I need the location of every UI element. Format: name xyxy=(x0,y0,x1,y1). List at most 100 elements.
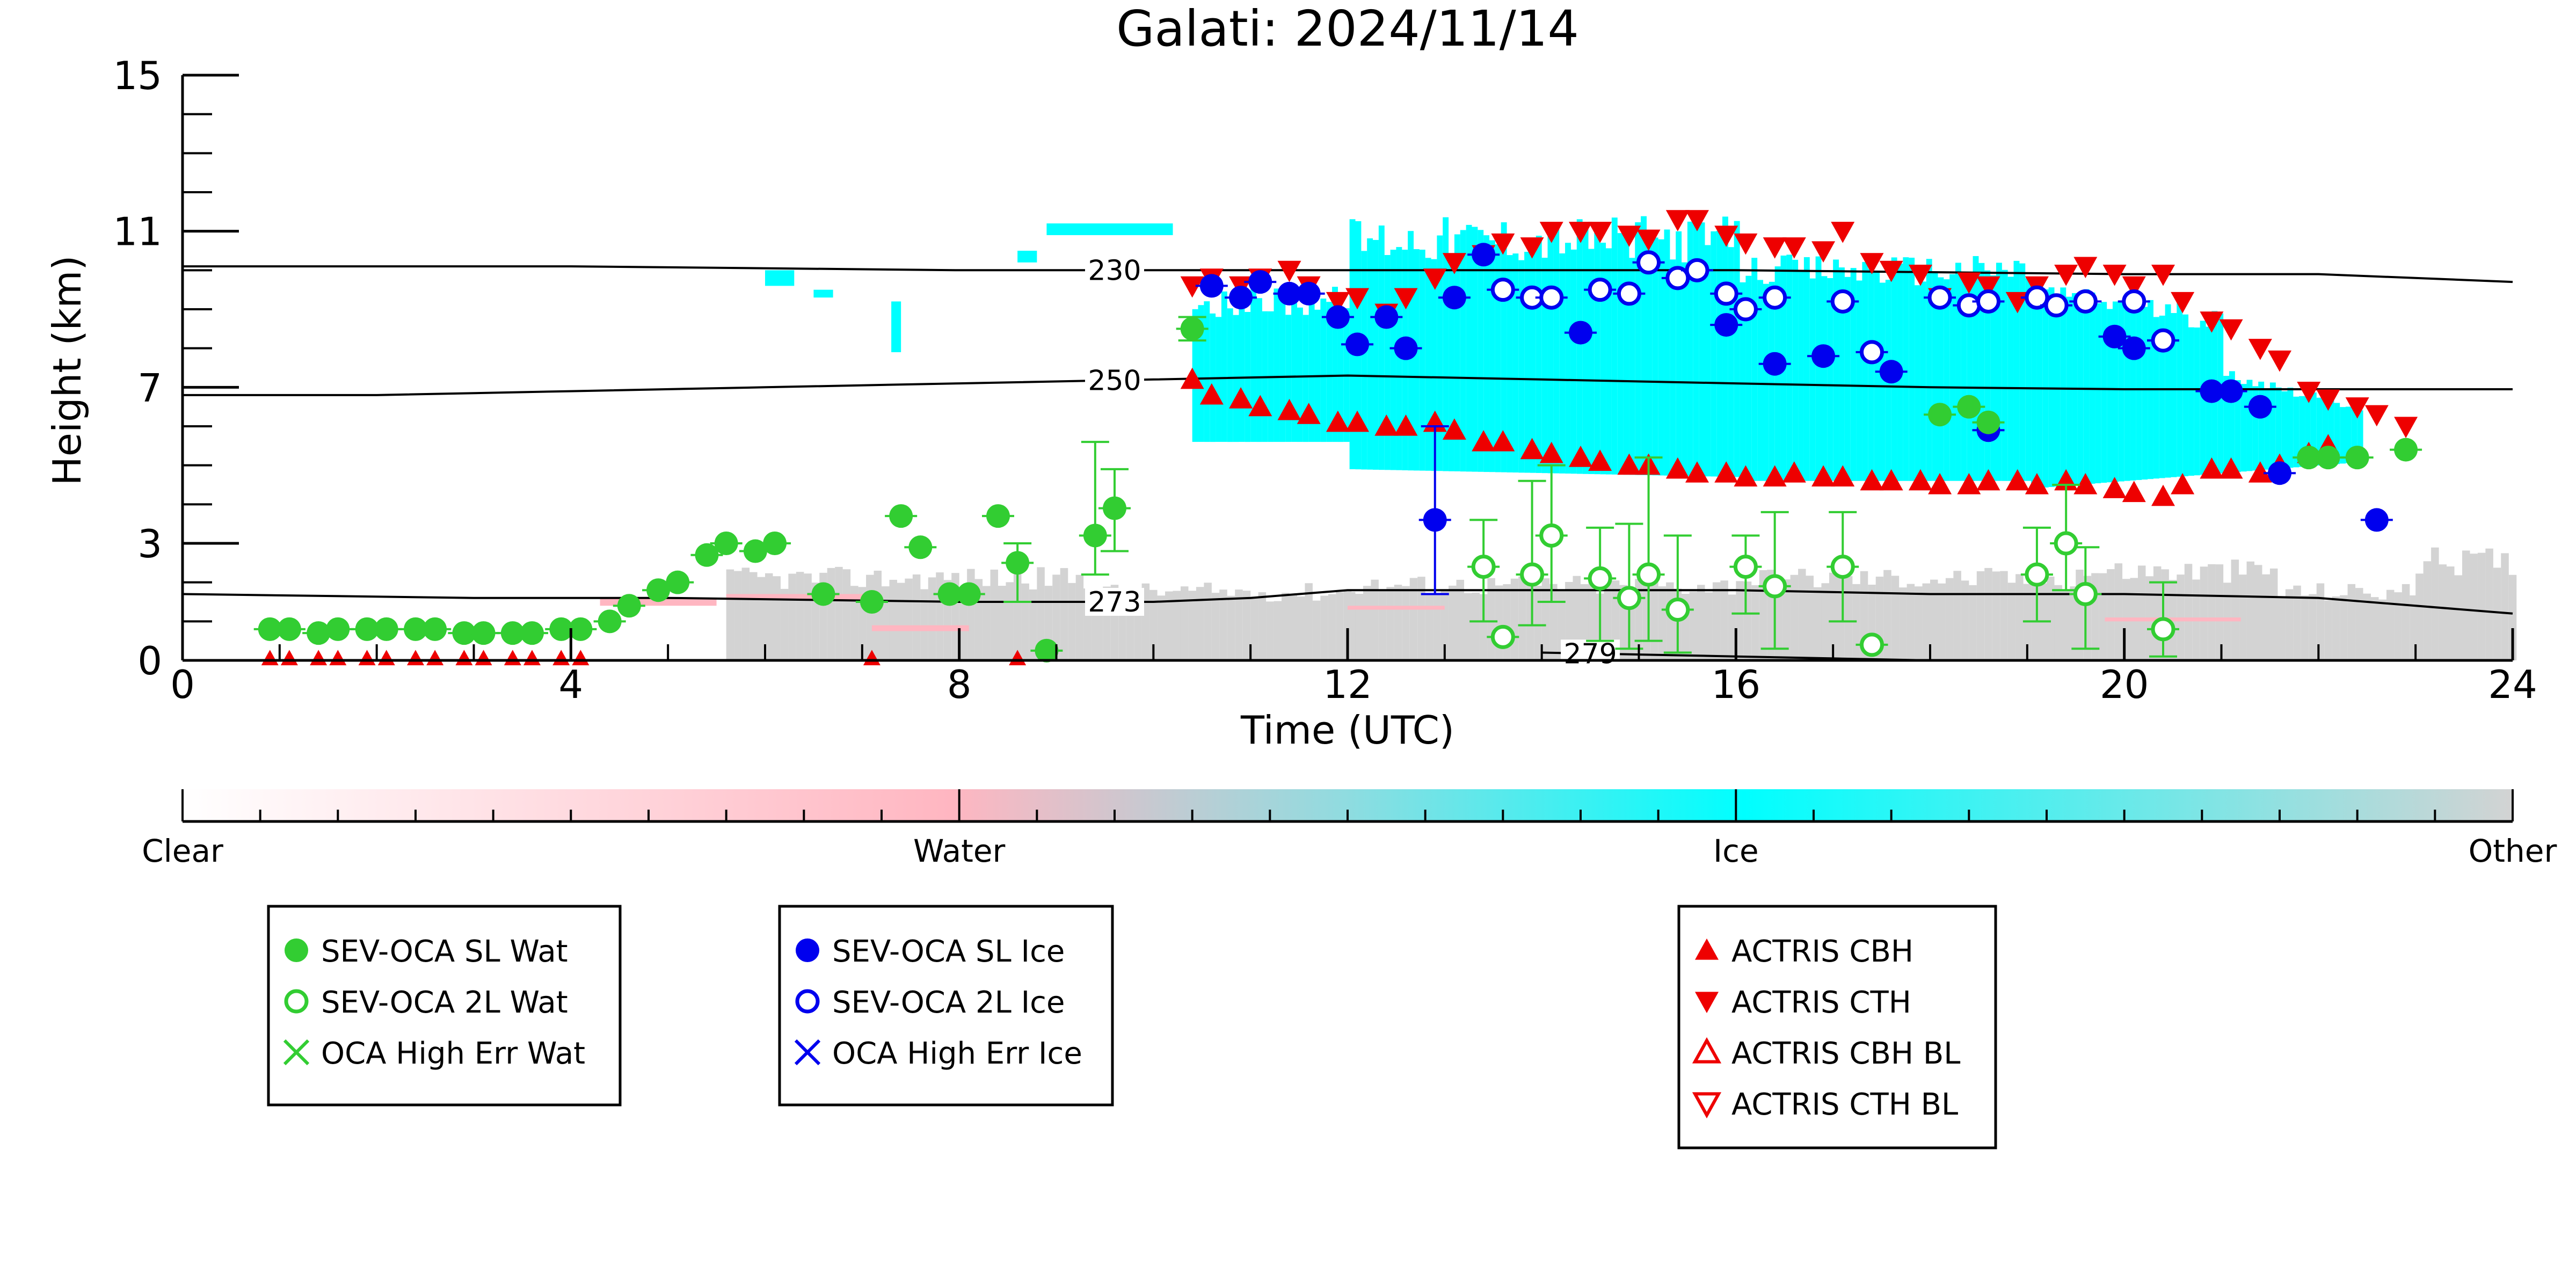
data-point-sev-oca-sl-ice xyxy=(1811,344,1836,368)
data-point-sev-oca-sl-wat xyxy=(1957,395,1981,419)
data-point-sev-oca-sl-ice xyxy=(2364,508,2389,532)
contour-line-230 xyxy=(183,265,2513,283)
ground-cbh-marker xyxy=(310,650,328,666)
data-point-actris-cth xyxy=(1811,241,1836,263)
data-point-sev-oca-2l-wat xyxy=(1830,555,1855,579)
data-point-sev-oca-sl-ice xyxy=(1423,508,1447,532)
contour-line-250 xyxy=(183,374,2513,396)
plot-axes: 0 4 8 12 16 20 24 0 3 7 11 15 xyxy=(113,53,2537,707)
x-tick-label: 0 xyxy=(170,662,195,707)
data-point-actris-cbh xyxy=(2219,457,2243,479)
data-point-sev-oca-sl-ice xyxy=(1714,313,1738,337)
legend-box xyxy=(1677,905,1997,1149)
data-point-sev-oca-sl-wat xyxy=(2394,438,2418,462)
data-point-sev-oca-2l-ice xyxy=(1927,285,1952,310)
x-tick-label: 20 xyxy=(2100,662,2149,707)
legend-label: OCA High Err Wat xyxy=(321,1036,585,1071)
contour-label-250: 250 xyxy=(1088,365,1141,397)
data-point-actris-cth xyxy=(1394,288,1418,310)
data-point-actris-cbh xyxy=(1879,469,1903,491)
data-point-sev-oca-sl-wat xyxy=(520,621,544,645)
data-point-sev-oca-2l-wat xyxy=(1539,523,1564,548)
data-point-sev-oca-sl-ice xyxy=(2102,324,2127,348)
data-point-sev-oca-sl-wat xyxy=(1180,317,1204,341)
x-tick-label: 8 xyxy=(947,662,972,707)
data-point-actris-cbh xyxy=(1860,469,1884,491)
data-point-sev-oca-2l-wat xyxy=(1860,632,1884,657)
data-point-actris-cbh xyxy=(1685,461,1709,483)
data-point-actris-cth xyxy=(2268,350,2291,372)
data-point-sev-oca-2l-ice xyxy=(1490,278,1515,302)
ground-cbh-marker xyxy=(358,650,376,666)
data-point-sev-oca-sl-wat xyxy=(2345,446,2369,470)
data-point-sev-oca-sl-wat xyxy=(743,539,767,563)
data-point-sev-oca-sl-wat xyxy=(889,504,913,528)
data-point-sev-oca-2l-wat xyxy=(1490,624,1515,649)
data-point-sev-oca-sl-wat xyxy=(326,617,350,641)
contour-line-273 xyxy=(182,589,2513,615)
data-point-actris-cth xyxy=(1879,260,1903,282)
data-point-sev-oca-sl-wat xyxy=(569,617,593,641)
data-point-actris-cbh xyxy=(1326,410,1350,432)
data-point-sev-oca-sl-ice xyxy=(2200,379,2224,403)
data-point-actris-cth xyxy=(2102,265,2127,286)
y-axis-label: Height (km) xyxy=(45,256,90,486)
data-point-actris-cth xyxy=(2171,292,2195,314)
data-point-actris-cth xyxy=(1763,237,1787,259)
data-point-actris-cbh xyxy=(1734,465,1758,487)
data-point-sev-oca-sl-wat xyxy=(404,617,427,641)
data-point-actris-cth xyxy=(2151,265,2175,286)
data-point-sev-oca-sl-wat xyxy=(1103,496,1126,520)
data-point-sev-oca-sl-ice xyxy=(1199,274,1224,298)
legend-marker xyxy=(285,938,308,962)
data-point-actris-cth xyxy=(1617,225,1641,247)
data-point-sev-oca-sl-ice xyxy=(1277,281,1301,305)
data-point-actris-cth xyxy=(1636,229,1661,251)
data-point-actris-cth xyxy=(2073,257,2098,279)
data-point-sev-oca-sl-wat xyxy=(452,621,476,645)
data-point-actris-cth xyxy=(2248,339,2272,360)
ground-cbh-marker xyxy=(504,650,521,666)
legend-marker xyxy=(284,989,309,1014)
data-point-sev-oca-sl-wat xyxy=(1976,410,2000,434)
temperature-contours: 230 250 273 279 xyxy=(182,254,2513,670)
data-point-sev-oca-sl-wat xyxy=(1928,403,1952,427)
data-point-actris-cth xyxy=(1714,225,1738,247)
data-point-actris-cbh xyxy=(2102,477,2127,498)
x-axis-label: Time (UTC) xyxy=(1240,708,1454,753)
data-point-sev-oca-2l-wat xyxy=(2151,617,2175,642)
data-point-actris-cbh xyxy=(1520,438,1544,460)
data-point-sev-oca-2l-wat xyxy=(1520,562,1545,587)
data-point-actris-cth xyxy=(1569,222,1592,243)
legend-marker xyxy=(1695,938,1719,960)
data-point-sev-oca-sl-ice xyxy=(1879,360,1903,384)
data-point-sev-oca-sl-wat xyxy=(986,504,1010,528)
data-point-actris-cbh xyxy=(2200,457,2224,479)
data-point-sev-oca-2l-ice xyxy=(1763,285,1787,310)
data-point-sev-oca-2l-ice xyxy=(1733,297,1758,322)
x-tick-label: 16 xyxy=(1712,662,1761,707)
data-point-sev-oca-sl-ice xyxy=(2219,379,2243,403)
data-point-sev-oca-sl-ice xyxy=(1374,305,1399,329)
data-point-sev-oca-sl-ice xyxy=(1763,352,1787,376)
x-tick-label: 12 xyxy=(1323,662,1372,707)
ground-cbh-marker xyxy=(280,650,298,666)
data-point-actris-cbh xyxy=(1297,403,1321,424)
legend-boxes: SEV-OCA SL Wat SEV-OCA 2L Wat OCA High Err… xyxy=(267,905,1997,1149)
data-point-actris-cth xyxy=(1588,222,1612,243)
data-point-actris-cbh xyxy=(1229,387,1253,409)
data-point-sev-oca-2l-ice xyxy=(1636,250,1661,275)
data-point-sev-oca-sl-wat xyxy=(549,617,573,641)
chart-title: Galati: 2024/11/14 xyxy=(1116,0,1579,57)
data-point-sev-oca-sl-wat xyxy=(617,594,641,618)
data-point-sev-oca-2l-ice xyxy=(1830,289,1855,314)
data-point-actris-cbh xyxy=(1539,441,1563,463)
legend-label: ACTRIS CTH xyxy=(1731,985,1911,1020)
legend-label: ACTRIS CTH BL xyxy=(1731,1087,1958,1122)
ground-cbh-marker xyxy=(523,650,541,666)
data-point-sev-oca-sl-ice xyxy=(1345,332,1370,356)
retrieval-markers xyxy=(253,210,2422,666)
colorbar-label-other: Other xyxy=(2469,833,2557,869)
data-point-actris-cbh xyxy=(1199,383,1224,405)
data-point-sev-oca-sl-wat xyxy=(1035,638,1059,663)
